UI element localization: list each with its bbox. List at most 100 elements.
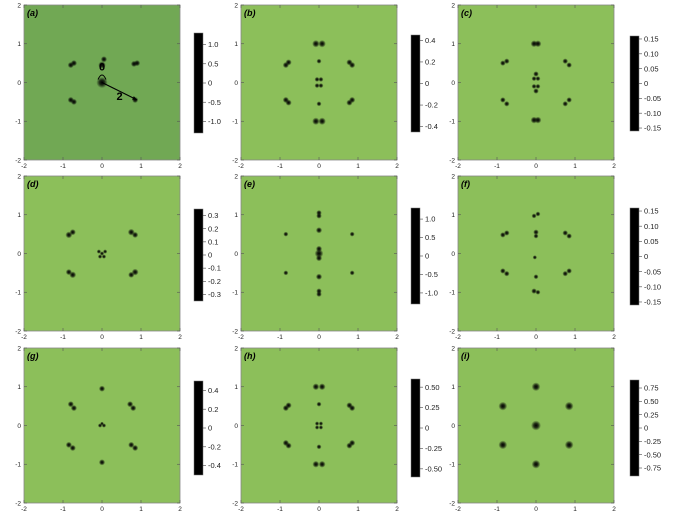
- feature-blob: [498, 401, 508, 411]
- colorbar-tick-label: 0.10: [644, 222, 659, 231]
- colorbar-tick-label: -0.2: [208, 442, 221, 451]
- feature-blob: [503, 101, 510, 107]
- feature-blob: [314, 76, 320, 82]
- colorbar-tick-label: 0.4: [425, 36, 435, 45]
- feature-blob: [312, 383, 320, 391]
- feature-blob: [96, 249, 102, 254]
- colorbar-tick-label: 0: [644, 79, 648, 88]
- feature-blob: [318, 76, 324, 82]
- x-tick-label: 1: [573, 506, 577, 513]
- colorbar-tick-label: 0.15: [644, 207, 659, 216]
- panel-label: (e): [244, 179, 255, 189]
- feature-blob: [318, 421, 324, 426]
- feature-blob: [533, 229, 539, 235]
- colorbar-tick-label: 0: [208, 251, 212, 260]
- x-tick-label: -2: [21, 334, 27, 341]
- panel-4: -2-2 -1 -1 0 0 1 1 2 2 (e) 1.0 0.5 0 -0.5 -1.0: [232, 173, 438, 341]
- y-tick-label: 0: [451, 423, 455, 430]
- feature-blob: [500, 268, 506, 274]
- y-tick-label: -1: [232, 290, 238, 297]
- colorbar-tick-label: -0.75: [644, 464, 661, 473]
- y-tick-label: 0: [17, 251, 21, 258]
- x-tick-label: 1: [356, 506, 360, 513]
- colorbar-tick-label: -0.15: [644, 298, 661, 307]
- x-tick-label: 2: [178, 506, 182, 513]
- x-tick-label: 1: [573, 163, 577, 170]
- panel-1: -2-2 -1 -1 0 0 1 1 2 2 (b) 0.4 0.2 0 -0.2 -0.4: [232, 2, 438, 170]
- y-tick-label: 0: [234, 80, 238, 87]
- feature-blob: [312, 460, 320, 468]
- x-tick-label: -1: [494, 163, 500, 170]
- y-tick-label: 2: [234, 345, 238, 352]
- x-tick-label: 1: [356, 163, 360, 170]
- feature-blob: [131, 268, 139, 276]
- colorbar-tick-label: 0.2: [425, 58, 435, 67]
- colorbar-tick-label: -0.4: [425, 122, 438, 131]
- panel-7: -2-2 -1 -1 0 0 1 1 2 2 (h) 0.50 0.25 0 -0.25 -0.50: [232, 345, 442, 513]
- feature-blob: [318, 383, 326, 391]
- x-tick-label: -1: [60, 163, 66, 170]
- x-tick-label: 2: [178, 334, 182, 341]
- feature-blob: [314, 421, 320, 426]
- feature-blob: [533, 274, 539, 280]
- colorbar: [410, 207, 421, 305]
- feature-blob: [315, 255, 323, 262]
- features: [282, 383, 356, 468]
- feature-blob: [349, 270, 355, 276]
- colorbar-tick-label: 1.0: [425, 215, 435, 224]
- x-tick-label: 0: [534, 506, 538, 513]
- y-tick-label: -1: [449, 462, 455, 469]
- y-tick-label: 2: [234, 173, 238, 180]
- feature-blob: [102, 249, 108, 254]
- colorbar-tick-label: -0.2: [425, 101, 438, 110]
- feature-blob: [566, 233, 572, 239]
- y-tick-label: 1: [451, 384, 455, 391]
- y-tick-label: -2: [449, 500, 455, 507]
- x-tick-label: 1: [139, 163, 143, 170]
- feature-blob: [535, 289, 541, 295]
- x-tick-label: -1: [494, 334, 500, 341]
- panel-6: -2-2 -1 -1 0 0 1 1 2 2 (g) 0.4 0.2 0 -0.2 -0.4: [15, 345, 221, 513]
- colorbar-tick-label: 0: [208, 79, 212, 88]
- feature-blob: [531, 420, 541, 431]
- colorbar-tick-label: 0: [644, 424, 648, 433]
- feature-blob: [316, 101, 322, 107]
- arrow-head: [132, 96, 138, 100]
- colorbar-tick-label: 0.5: [208, 59, 218, 68]
- y-tick-label: -1: [449, 119, 455, 126]
- feature-blob: [535, 83, 541, 89]
- x-tick-label: 1: [139, 334, 143, 341]
- feature-blob: [132, 231, 139, 239]
- feature-blob: [314, 425, 320, 430]
- x-tick-label: 2: [612, 506, 616, 513]
- y-tick-label: -1: [15, 290, 21, 297]
- plot-background: [458, 176, 614, 331]
- y-tick-label: -2: [232, 157, 238, 164]
- y-tick-label: -2: [15, 500, 21, 507]
- y-tick-label: 1: [17, 384, 21, 391]
- colorbar-tick-label: 0.1: [208, 237, 218, 246]
- annotation-label: 0: [99, 62, 105, 74]
- y-tick-label: 1: [234, 384, 238, 391]
- colorbar-tick-label: 0.15: [644, 35, 659, 44]
- panel-label: (f): [461, 179, 470, 189]
- feature-blob: [533, 71, 539, 77]
- feature-blob: [133, 60, 141, 67]
- feature-blob: [285, 402, 292, 409]
- features: [282, 40, 356, 125]
- y-tick-label: -2: [449, 157, 455, 164]
- y-tick-label: 2: [17, 2, 21, 9]
- feature-blob: [531, 213, 537, 219]
- feature-blob: [531, 76, 537, 82]
- colorbar-tick-label: 0.2: [208, 405, 218, 414]
- y-tick-label: 2: [451, 2, 455, 9]
- features: [498, 382, 574, 469]
- x-tick-label: 0: [534, 163, 538, 170]
- y-tick-label: 1: [451, 212, 455, 219]
- panel-label: (a): [27, 8, 38, 18]
- x-tick-label: 2: [395, 506, 399, 513]
- y-tick-label: -2: [232, 500, 238, 507]
- feature-blob: [562, 58, 569, 64]
- colorbar-tick-label: -0.5: [208, 98, 221, 107]
